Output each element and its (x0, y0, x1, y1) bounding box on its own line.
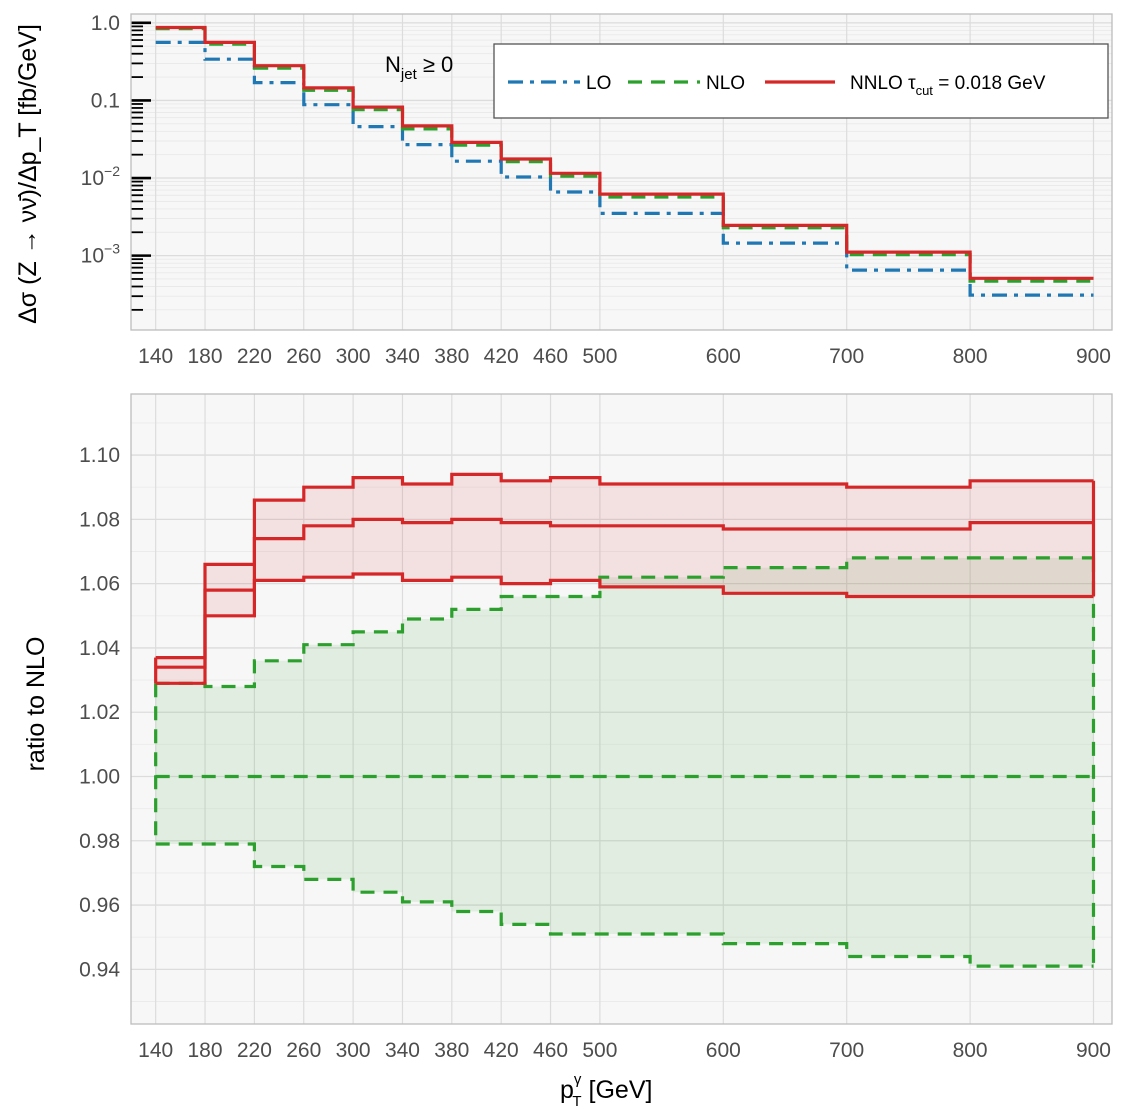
ratio-upper-nnlo (155, 472, 1094, 660)
top-x-tick-label: 340 (385, 345, 420, 368)
bottom-y-axis: 0.94 0.96 0.98 1.00 1.02 1.04 1.06 1.08 1.10 (79, 444, 120, 981)
top-y-tick-label: 10−3 (81, 241, 121, 268)
bottom-y-tick-label: 0.94 (79, 958, 120, 981)
top-x-tick-label: 140 (138, 345, 173, 368)
top-x-tick-label: 300 (336, 345, 371, 368)
bottom-y-tick-label: 1.06 (79, 573, 120, 596)
bottom-x-tick-label: 420 (484, 1039, 519, 1062)
bottom-x-tick-label: 500 (582, 1039, 617, 1062)
top-plot-border (130, 13, 1113, 331)
top-x-axis: 140 180 220 260 300 340 380 420 460 500 600 700 800 9… (138, 345, 1111, 368)
top-series-nlo (155, 27, 1094, 283)
ratio-central-nnlo (155, 517, 1094, 669)
bottom-x-tick-label: 220 (237, 1039, 272, 1062)
bottom-x-tick-label: 800 (953, 1039, 988, 1062)
bottom-y-tick-label: 1.10 (79, 444, 120, 467)
legend-label-lo: LO (586, 73, 611, 94)
top-y-tick-label: 0.1 (91, 89, 120, 112)
legend: LO NLO NNLO τcut = 0.018 GeV (493, 43, 1109, 119)
bottom-y-tick-label: 1.02 (79, 701, 120, 724)
top-x-tick-label: 220 (237, 345, 272, 368)
ratio-band-nnlo (155, 474, 1094, 684)
bottom-y-tick-label: 0.96 (79, 894, 120, 917)
ratio-band-nlo (155, 557, 1094, 967)
bottom-x-tick-label: 300 (336, 1039, 371, 1062)
jet-multiplicity-annotation: Njet ≥ 0 (385, 52, 453, 83)
bottom-x-tick-label: 380 (434, 1039, 469, 1062)
top-x-tick-label: 500 (582, 345, 617, 368)
bottom-plot-border (130, 393, 1113, 1025)
bottom-x-tick-label: 260 (286, 1039, 321, 1062)
bottom-x-tick-label: 460 (533, 1039, 568, 1062)
top-x-tick-label: 800 (953, 345, 988, 368)
top-panel: 1.0 0.1 10−2 10−3 140 180 220 260 300 340 380 420 46… (14, 12, 1113, 368)
top-y-tick-label: 1.0 (91, 12, 120, 35)
bottom-y-tick-label: 1.08 (79, 508, 120, 531)
bottom-x-tick-label: 700 (829, 1039, 864, 1062)
top-x-tick-label: 460 (533, 345, 568, 368)
bottom-x-tick-label: 340 (385, 1039, 420, 1062)
top-x-tick-label: 180 (188, 345, 223, 368)
bottom-x-tick-label: 140 (138, 1039, 173, 1062)
top-x-tick-label: 260 (286, 345, 321, 368)
x-axis-title: pγ T [GeV] (560, 1071, 652, 1110)
top-y-axis: 1.0 0.1 10−2 10−3 (81, 12, 121, 268)
bottom-y-tick-label: 1.00 (79, 766, 120, 789)
bottom-x-tick-label: 180 (188, 1039, 223, 1062)
ratio-upper-nlo (155, 556, 1094, 689)
bottom-y-tick-label: 1.04 (79, 637, 120, 660)
ratio-lower-nlo (155, 842, 1094, 968)
top-x-tick-label: 700 (829, 345, 864, 368)
top-series-lo (155, 40, 1094, 297)
legend-label-nlo: NLO (706, 73, 745, 94)
top-x-tick-label: 420 (484, 345, 519, 368)
top-series-nnlo (155, 25, 1094, 280)
top-y-tick-label: 10−2 (81, 163, 121, 190)
top-x-tick-label: 900 (1076, 345, 1111, 368)
legend-label-nnlo: NNLO τcut = 0.018 GeV (850, 73, 1046, 98)
bottom-y-tick-label: 0.98 (79, 830, 120, 853)
bottom-x-tick-label: 900 (1076, 1039, 1111, 1062)
bottom-x-tick-label: 600 (706, 1039, 741, 1062)
top-x-tick-label: 600 (706, 345, 741, 368)
top-x-tick-label: 380 (434, 345, 469, 368)
bottom-x-axis: 140 180 220 260 300 340 380 420 460 500 600 700 800 9… (138, 1039, 1111, 1062)
top-y-axis-title: Δσ (Z → νν̄)/Δp_T [fb/GeV] (14, 24, 42, 324)
bottom-y-axis-title: ratio to NLO (22, 637, 50, 772)
